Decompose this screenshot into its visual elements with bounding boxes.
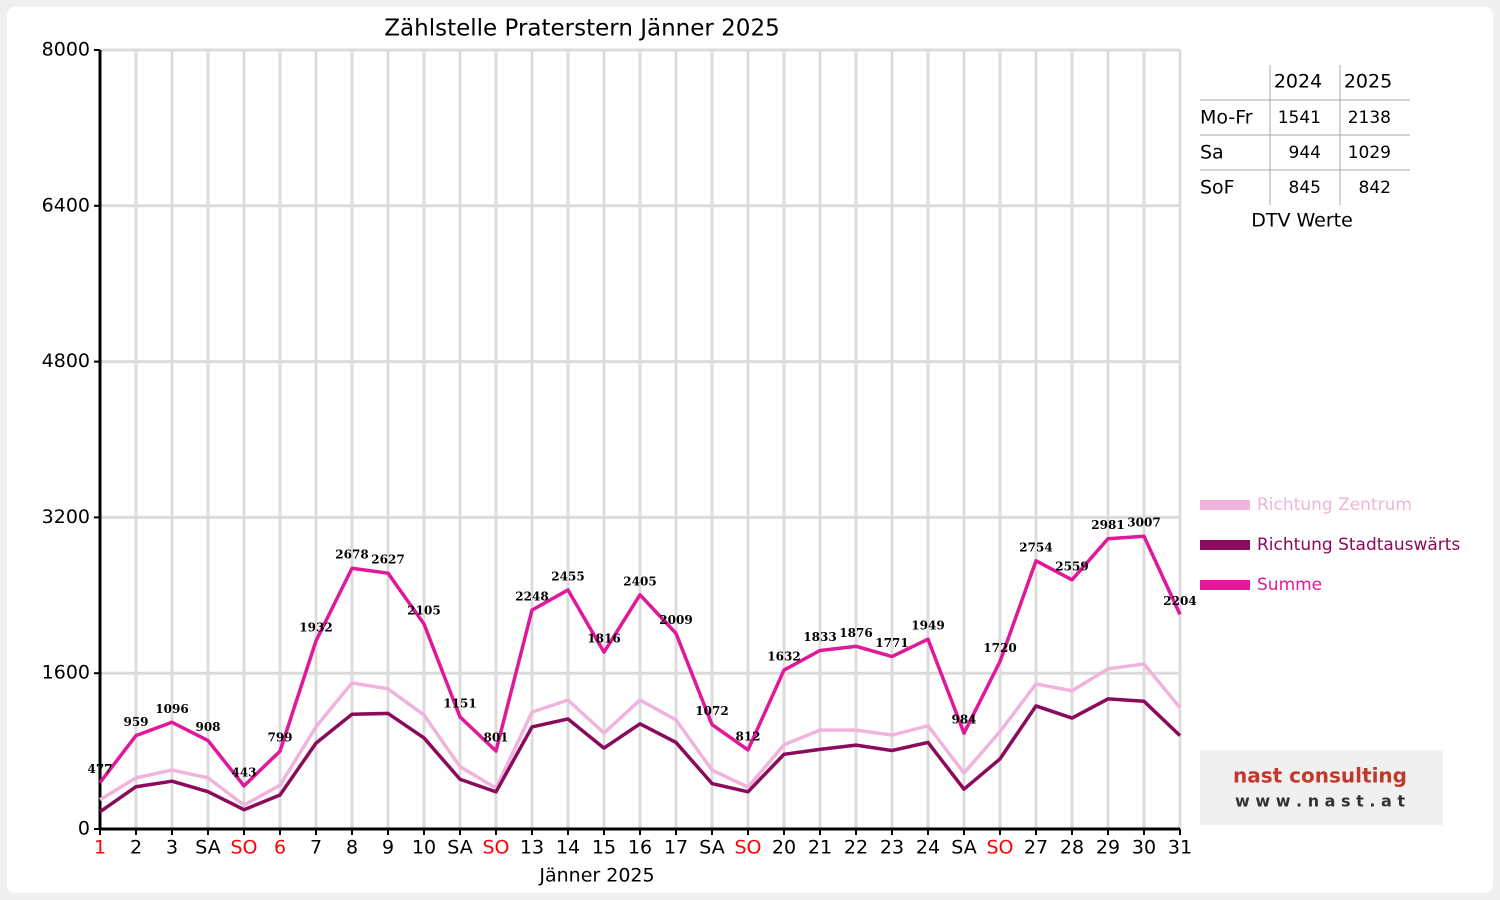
legend-label: Summe xyxy=(1257,575,1322,595)
table-caption: DTV Werte xyxy=(1251,210,1353,232)
data-label: 2559 xyxy=(1055,559,1088,573)
x-tick-label: 9 xyxy=(382,837,394,859)
data-label: 1816 xyxy=(587,632,620,646)
y-tick-label: 3200 xyxy=(42,506,90,528)
data-label: 959 xyxy=(123,715,148,729)
x-tick-label: 20 xyxy=(772,837,796,859)
x-tick-label: 31 xyxy=(1168,837,1192,859)
x-tick-label: SA xyxy=(951,837,976,859)
y-tick-label: 8000 xyxy=(42,39,90,61)
panel xyxy=(7,7,1493,893)
data-label: 1072 xyxy=(695,704,728,718)
x-tick-label: 28 xyxy=(1060,837,1084,859)
x-tick-label: 27 xyxy=(1024,837,1048,859)
x-tick-label: 22 xyxy=(844,837,868,859)
data-label: 2678 xyxy=(335,548,368,562)
data-label: 908 xyxy=(195,720,220,734)
x-tick-label: 2 xyxy=(130,837,142,859)
x-tick-label: 14 xyxy=(556,837,580,859)
data-label: 1949 xyxy=(911,619,944,633)
x-tick-label: 30 xyxy=(1132,837,1156,859)
y-tick-label: 1600 xyxy=(42,662,90,684)
data-label: 2009 xyxy=(659,613,692,627)
x-tick-label: SO xyxy=(482,837,509,859)
x-tick-label: 8 xyxy=(346,837,358,859)
data-label: 2204 xyxy=(1163,594,1196,608)
x-tick-label: SO xyxy=(230,837,257,859)
x-tick-label: 10 xyxy=(412,837,436,859)
x-tick-label: 29 xyxy=(1096,837,1120,859)
logo-name: nast consulting xyxy=(1233,764,1407,788)
x-tick-label: 17 xyxy=(664,837,688,859)
data-label: 1096 xyxy=(155,702,188,716)
data-label: 2248 xyxy=(515,590,548,604)
chart-title: Zählstelle Praterstern Jänner 2025 xyxy=(384,16,779,42)
x-tick-label: 15 xyxy=(592,837,616,859)
data-label: 443 xyxy=(231,765,256,779)
x-tick-label: 24 xyxy=(916,837,940,859)
x-tick-label: 7 xyxy=(310,837,322,859)
table-row-label: Sa xyxy=(1200,142,1224,164)
x-tick-label: 23 xyxy=(880,837,904,859)
data-label: 1876 xyxy=(839,626,872,640)
data-label: 1771 xyxy=(875,636,908,650)
data-label: 2455 xyxy=(551,569,584,583)
table-row-label: SoF xyxy=(1200,177,1235,199)
x-tick-label: SO xyxy=(986,837,1013,859)
legend-swatch xyxy=(1200,580,1250,590)
logo-url: w w w . n a s t . a t xyxy=(1235,792,1405,811)
x-tick-label: 21 xyxy=(808,837,832,859)
table-row-label: Mo-Fr xyxy=(1200,107,1253,129)
x-tick-label: SA xyxy=(447,837,472,859)
dtv-table: 2024 2025 Mo-Fr 1541 2138 Sa 944 1029 SoF 845 842 D… xyxy=(1200,65,1410,232)
data-label: 1833 xyxy=(803,630,836,644)
data-label: 1932 xyxy=(299,620,332,634)
legend-label: Richtung Zentrum xyxy=(1257,495,1412,515)
table-cell: 1541 xyxy=(1278,108,1321,128)
x-tick-label: SA xyxy=(699,837,724,859)
legend-label: Richtung Stadtauswärts xyxy=(1257,535,1460,555)
data-label: 1720 xyxy=(983,641,1016,655)
data-label: 2981 xyxy=(1091,518,1124,532)
table-cell: 845 xyxy=(1289,178,1321,198)
y-tick-label: 0 xyxy=(78,818,90,840)
table-cell: 1029 xyxy=(1348,143,1391,163)
x-tick-label: 3 xyxy=(166,837,178,859)
data-label: 2405 xyxy=(623,574,656,588)
series-line xyxy=(99,662,1182,807)
table-header: 2024 xyxy=(1274,71,1322,93)
data-label: 812 xyxy=(735,729,760,743)
x-tick-label: 6 xyxy=(274,837,286,859)
x-tick-label: 1 xyxy=(94,837,106,859)
x-tick-label: SO xyxy=(734,837,761,859)
data-label: 2627 xyxy=(371,553,404,567)
table-cell: 944 xyxy=(1289,143,1321,163)
x-tick-label: SA xyxy=(195,837,220,859)
series-line xyxy=(99,697,1182,814)
data-label: 1151 xyxy=(443,696,476,710)
table-header: 2025 xyxy=(1344,71,1392,93)
data-label: 799 xyxy=(267,731,292,745)
data-label: 3007 xyxy=(1127,516,1160,530)
table-cell: 2138 xyxy=(1348,108,1391,128)
data-label: 1632 xyxy=(767,650,800,664)
series-line xyxy=(98,534,1182,788)
y-tick-label: 4800 xyxy=(42,350,90,372)
legend-swatch xyxy=(1200,540,1250,550)
data-label: 801 xyxy=(483,731,508,745)
logo-box xyxy=(1200,750,1443,825)
x-tick-label: 16 xyxy=(628,837,652,859)
data-label: 2105 xyxy=(407,604,440,618)
legend-swatch xyxy=(1200,500,1250,510)
data-label: 984 xyxy=(951,713,976,727)
x-tick-label: 13 xyxy=(520,837,544,859)
data-label: 477 xyxy=(87,762,112,776)
x-axis-title: Jänner 2025 xyxy=(538,865,654,887)
data-label: 2754 xyxy=(1019,540,1052,554)
table-cell: 842 xyxy=(1359,178,1391,198)
y-tick-label: 6400 xyxy=(42,194,90,216)
